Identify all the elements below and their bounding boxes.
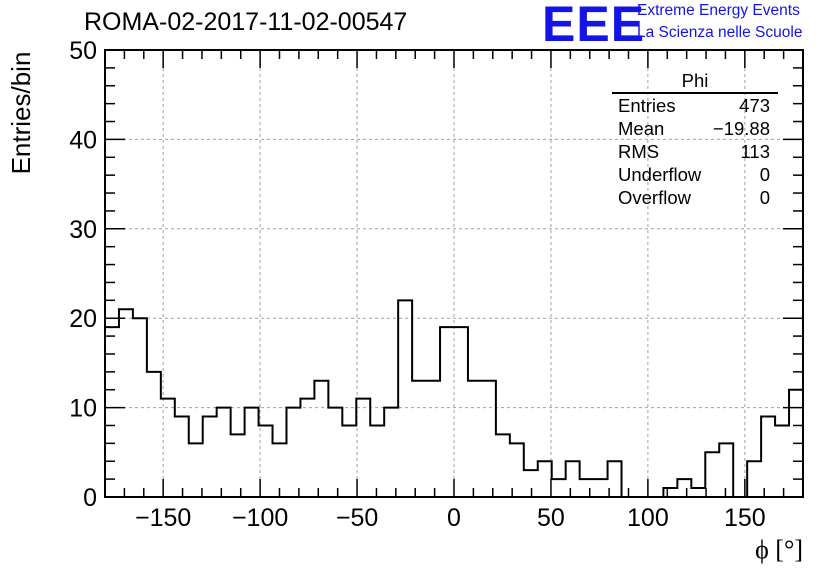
y-tick-label: 50 bbox=[69, 37, 97, 65]
x-tick-label: 50 bbox=[537, 504, 565, 532]
stats-label: Underflow bbox=[618, 164, 702, 185]
x-axis-label: ϕ [°] bbox=[755, 535, 803, 564]
stats-row: RMS 113 bbox=[612, 140, 778, 163]
stats-label: Mean bbox=[618, 118, 665, 139]
y-tick-label: 20 bbox=[69, 305, 97, 333]
stats-box-title: Phi bbox=[612, 70, 778, 94]
stats-row: Mean −19.88 bbox=[612, 117, 778, 140]
x-tick-label: −50 bbox=[336, 504, 378, 532]
stats-rows: Entries 473 Mean −19.88 RMS 113 Underflow 0 Over… bbox=[612, 94, 778, 209]
x-tick-label: −150 bbox=[135, 504, 191, 532]
y-axis-label: Entries/bin bbox=[6, 52, 36, 175]
stats-label: Entries bbox=[618, 95, 676, 116]
y-tick-label: 30 bbox=[69, 216, 97, 244]
chart-title: ROMA-02-2017-11-02-00547 bbox=[84, 8, 408, 36]
stats-label: RMS bbox=[618, 141, 660, 162]
logo-line-2: La Scienza nelle Scuole bbox=[637, 24, 803, 41]
y-tick-label: 40 bbox=[69, 126, 97, 154]
tick-labels: −150 −100 −50 0 50 100 150 0 10 20 30 40 50 bbox=[69, 37, 766, 532]
stats-value: 0 bbox=[759, 164, 770, 185]
stats-value: 113 bbox=[740, 141, 771, 162]
eee-logo: EEE bbox=[542, 0, 646, 52]
x-tick-label: 150 bbox=[724, 504, 766, 532]
stats-value: −19.88 bbox=[712, 118, 770, 139]
x-tick-label: 100 bbox=[627, 504, 669, 532]
histogram-line bbox=[105, 67, 804, 498]
y-tick-label: 0 bbox=[83, 484, 97, 512]
stats-row: Overflow 0 bbox=[612, 186, 778, 209]
logo-line-1: Extreme Energy Events bbox=[637, 2, 800, 19]
x-tick-label: −100 bbox=[232, 504, 288, 532]
stats-value: 0 bbox=[759, 187, 770, 208]
stats-row: Underflow 0 bbox=[612, 163, 778, 186]
x-tick-label: 0 bbox=[447, 504, 461, 532]
stats-value: 473 bbox=[739, 95, 770, 116]
stats-box: Phi Entries 473 Mean −19.88 RMS 113 Underflow 0… bbox=[612, 70, 778, 209]
axis-ticks bbox=[104, 49, 804, 498]
stats-label: Overflow bbox=[618, 187, 691, 208]
stats-row: Entries 473 bbox=[612, 94, 778, 117]
y-tick-label: 10 bbox=[69, 395, 97, 423]
